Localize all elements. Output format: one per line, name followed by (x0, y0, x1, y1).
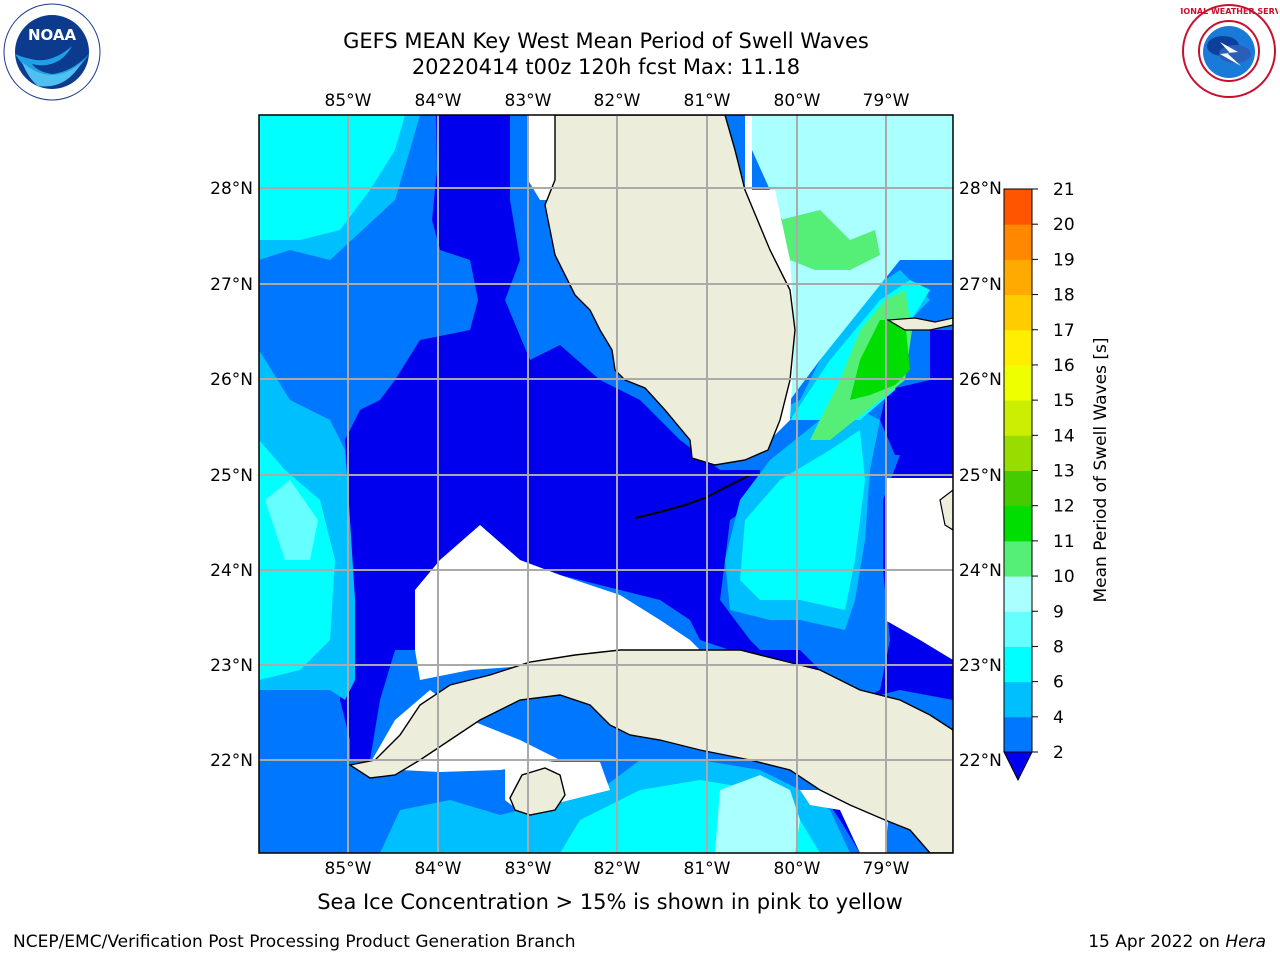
colorbar-segment (1004, 435, 1032, 471)
lat-label: 28°N (959, 179, 1002, 199)
colorbar-tick-label: 11 (1053, 532, 1075, 552)
colorbar-segment (1004, 294, 1032, 331)
lat-label: 23°N (210, 656, 253, 676)
colorbar-segment (1004, 189, 1032, 225)
map-plot-area (259, 115, 953, 853)
contour-below-2 (340, 115, 953, 760)
lat-label: 24°N (210, 561, 253, 581)
contour-8-9-west (265, 480, 318, 560)
lat-label: 24°N (959, 561, 1002, 581)
land-florida (544, 115, 796, 466)
lat-label: 23°N (959, 656, 1002, 676)
colorbar-tick-label: 6 (1053, 673, 1064, 693)
land-florida-keys (634, 474, 751, 519)
colorbar-segment (1004, 611, 1032, 647)
graticule (259, 115, 953, 853)
colorbar-segment (1004, 329, 1032, 366)
colorbar-tick-label: 14 (1053, 426, 1075, 446)
sea-ice-note: Sea Ice Concentration > 15% is shown in … (317, 890, 903, 914)
land-bahamas (886, 317, 953, 331)
lon-label: 81°W (684, 91, 731, 111)
lon-label: 84°W (415, 859, 462, 879)
colorbar-tick-label: 8 (1053, 637, 1064, 657)
lon-label: 85°W (325, 859, 372, 879)
colorbar-segment (1004, 259, 1032, 296)
land-isla-juventud (509, 767, 566, 816)
colorbar-tick-label: 12 (1053, 497, 1075, 517)
mask-cuba-north (415, 525, 700, 680)
lon-label: 83°W (505, 859, 552, 879)
lon-labels-top: 85°W 84°W 83°W 82°W 81°W 80°W 79°W (325, 91, 910, 111)
colorbar-segment (1004, 681, 1032, 718)
lat-label: 26°N (210, 370, 253, 390)
colorbar-tick-label: 18 (1053, 286, 1075, 306)
contour-6-8-northwest (259, 115, 405, 240)
colorbar-segment (1004, 540, 1032, 577)
colorbar (1004, 189, 1032, 753)
colorbar-segment (1004, 576, 1032, 612)
colorbar-segment (1004, 505, 1032, 542)
colorbar-tick-label: 17 (1053, 321, 1075, 341)
colorbar-segment (1004, 224, 1032, 260)
lat-labels-right: 28°N 27°N 26°N 25°N 24°N 23°N 22°N (959, 179, 1002, 771)
colorbar-ticks: 2 4 6 8 9 10 11 12 13 14 15 16 17 18 19 20 21 (1032, 180, 1075, 763)
lat-label: 22°N (959, 751, 1002, 771)
colorbar-tick-label: 21 (1053, 180, 1075, 200)
colorbar-tick-label: 15 (1053, 391, 1075, 411)
lat-labels-left: 28°N 27°N 26°N 25°N 24°N 23°N 22°N (210, 179, 253, 771)
lat-label: 28°N (210, 179, 253, 199)
lat-label: 22°N (210, 751, 253, 771)
colorbar-tick-label: 2 (1053, 743, 1064, 763)
land-andros (939, 489, 953, 531)
nws-logo: NATIONAL WEATHER SERVICE (1180, 4, 1278, 98)
lat-label: 25°N (210, 466, 253, 486)
lon-label: 84°W (415, 91, 462, 111)
chart-title: GEFS MEAN Key West Mean Period of Swell … (343, 29, 869, 53)
colorbar-underflow-arrow (1003, 751, 1033, 782)
map-frame (258, 114, 954, 854)
chart-subtitle: 20220414 t00z 120h fcst Max: 11.18 (411, 55, 801, 79)
lat-label: 26°N (959, 370, 1002, 390)
lat-label: 27°N (959, 275, 1002, 295)
colorbar-tick-label: 9 (1053, 602, 1064, 622)
lon-labels-bottom: 85°W 84°W 83°W 82°W 81°W 80°W 79°W (325, 859, 910, 879)
land-cuba (348, 649, 953, 853)
lat-label: 27°N (210, 275, 253, 295)
contour-9-10 (780, 210, 880, 270)
colorbar-tick-label: 20 (1053, 215, 1075, 235)
lon-label: 82°W (594, 859, 641, 879)
noaa-logo: NOAA (3, 3, 101, 101)
colorbar-tick-label: 16 (1053, 356, 1075, 376)
footer-date-text: 15 Apr 2022 on (1088, 932, 1226, 952)
nws-logo-text: NATIONAL WEATHER SERVICE (1180, 7, 1278, 16)
contour-8-9-south (715, 775, 800, 853)
noaa-logo-text: NOAA (28, 26, 77, 44)
lon-label: 79°W (863, 91, 910, 111)
footer-host: Hera (1225, 932, 1266, 952)
lon-label: 79°W (863, 859, 910, 879)
colorbar-label: Mean Period of Swell Waves [s] (1091, 338, 1111, 603)
mask-north (528, 115, 555, 200)
contour-below-2-east (880, 330, 953, 455)
footer-date: 15 Apr 2022 on Hera (1088, 932, 1266, 952)
colorbar-segment (1004, 364, 1032, 401)
colorbar-tick-label: 19 (1053, 250, 1075, 270)
colorbar-segment (1004, 646, 1032, 683)
lon-label: 80°W (774, 91, 821, 111)
lon-label: 82°W (594, 91, 641, 111)
lon-label: 80°W (774, 859, 821, 879)
colorbar-tick-label: 4 (1053, 708, 1064, 728)
lon-label: 85°W (325, 91, 372, 111)
colorbar-tick-label: 10 (1053, 567, 1075, 587)
lon-label: 83°W (505, 91, 552, 111)
colorbar-segment (1004, 716, 1032, 753)
colorbar-tick-label: 13 (1053, 462, 1075, 482)
lon-label: 81°W (684, 859, 731, 879)
footer-credit: NCEP/EMC/Verification Post Processing Pr… (13, 932, 576, 952)
colorbar-segment (1004, 470, 1032, 507)
colorbar-segment (1004, 400, 1032, 436)
lat-label: 25°N (959, 466, 1002, 486)
